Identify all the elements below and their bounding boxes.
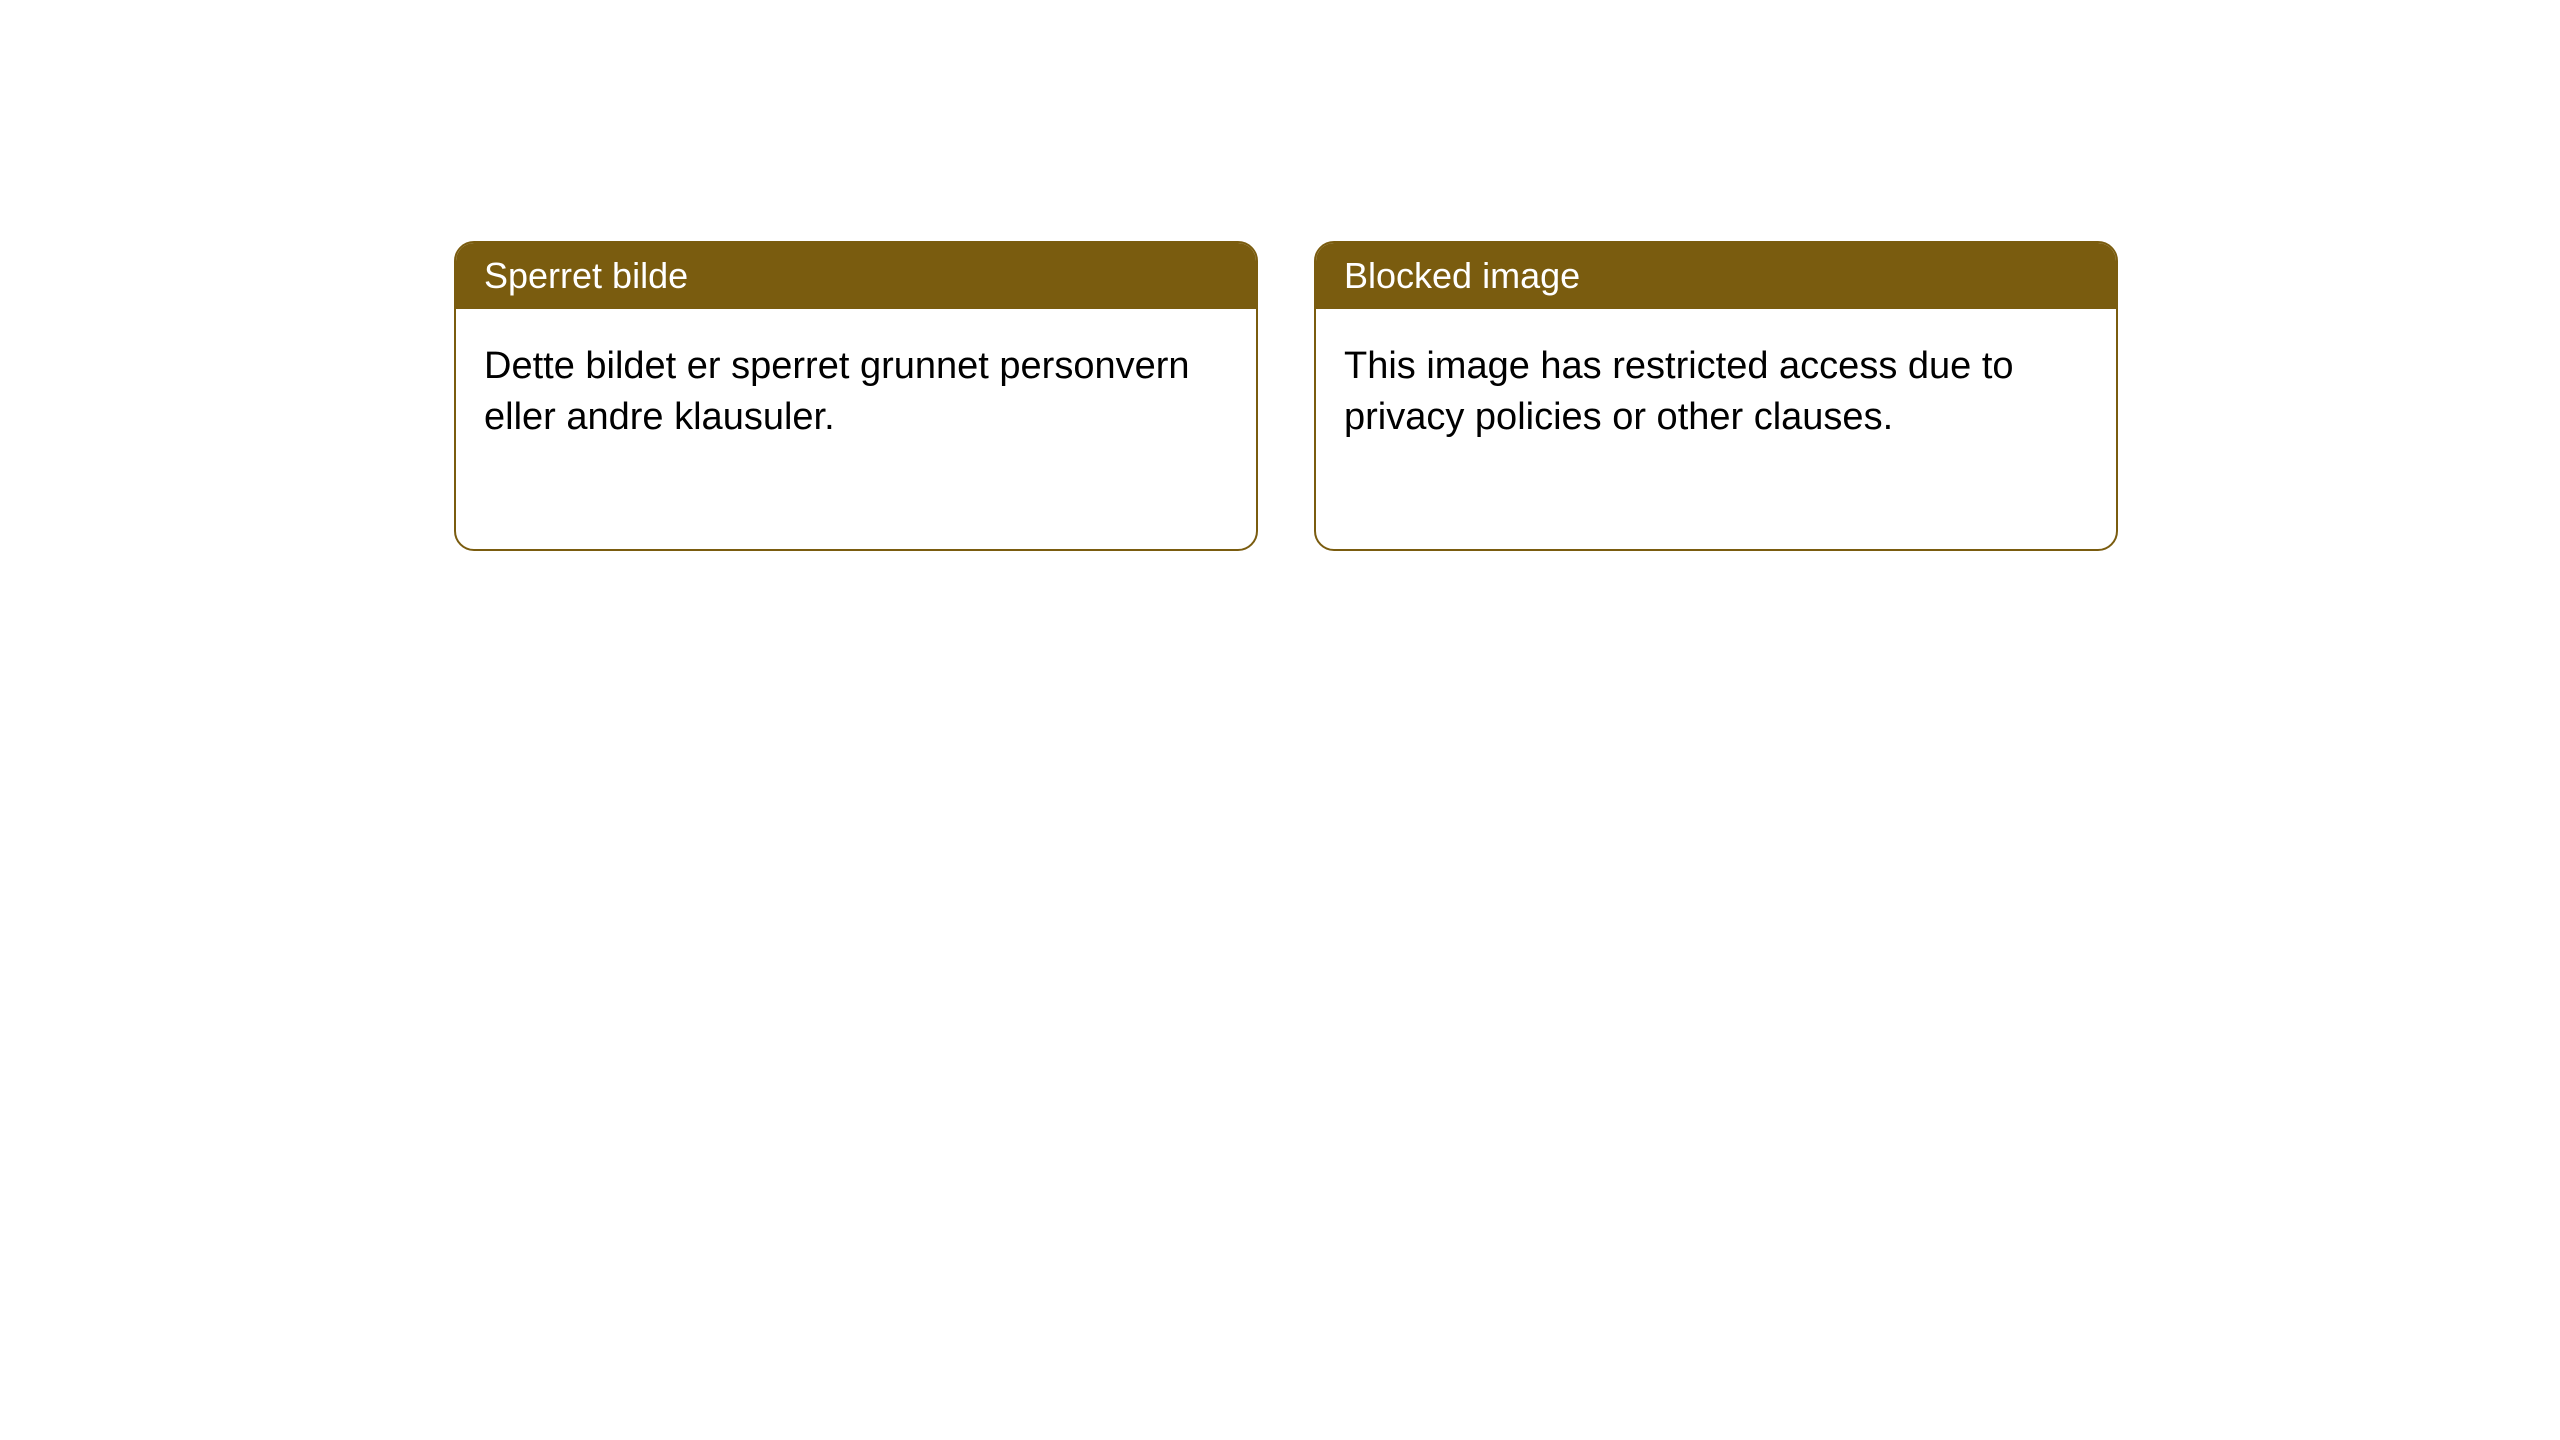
notice-card-english: Blocked image This image has restricted … xyxy=(1314,241,2118,551)
card-body-text: Dette bildet er sperret grunnet personve… xyxy=(484,345,1190,438)
card-title: Blocked image xyxy=(1344,255,1580,296)
card-title: Sperret bilde xyxy=(484,255,688,296)
card-body: This image has restricted access due to … xyxy=(1316,309,2116,549)
card-body-text: This image has restricted access due to … xyxy=(1344,345,2014,438)
notice-card-norwegian: Sperret bilde Dette bildet er sperret gr… xyxy=(454,241,1258,551)
notice-container: Sperret bilde Dette bildet er sperret gr… xyxy=(454,241,2118,551)
card-body: Dette bildet er sperret grunnet personve… xyxy=(456,309,1256,549)
card-header: Sperret bilde xyxy=(456,243,1256,309)
card-header: Blocked image xyxy=(1316,243,2116,309)
